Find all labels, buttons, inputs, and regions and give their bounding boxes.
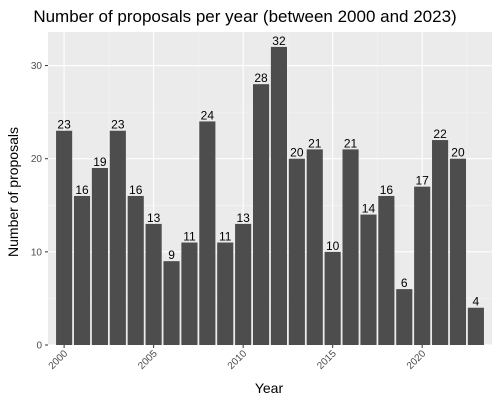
- x-tick-label: 2015: [315, 348, 339, 372]
- bar: [378, 195, 395, 345]
- x-axis-title: Year: [255, 380, 284, 396]
- chart-title: Number of proposals per year (between 20…: [33, 7, 456, 26]
- bar: [127, 195, 144, 345]
- bar: [360, 214, 377, 345]
- bars: [56, 46, 484, 346]
- bar: [199, 121, 216, 345]
- y-tick-label: 0: [36, 341, 42, 352]
- y-axis-title: Number of proposals: [5, 127, 21, 257]
- x-tick-label: 2020: [405, 348, 429, 372]
- bar: [235, 223, 252, 345]
- data-label: 6: [401, 276, 408, 290]
- bar: [181, 242, 198, 345]
- data-label: 32: [272, 34, 286, 48]
- data-label: 13: [147, 211, 161, 225]
- data-label: 16: [380, 183, 394, 197]
- x-tick-label: 2010: [226, 348, 250, 372]
- x-axis: 2000 2005 2010 2015 2020: [47, 345, 429, 372]
- data-label: 16: [129, 183, 143, 197]
- bar: [109, 130, 126, 345]
- bar: [324, 251, 341, 345]
- bar: [414, 186, 431, 345]
- data-label: 4: [473, 295, 480, 309]
- x-tick-label: 2005: [136, 348, 160, 372]
- bar: [56, 130, 73, 345]
- data-label: 9: [168, 248, 175, 262]
- data-label: 20: [290, 146, 304, 160]
- bar: [252, 84, 270, 346]
- bar: [342, 149, 359, 345]
- data-label: 23: [111, 118, 125, 132]
- x-tick-label: 2000: [47, 348, 71, 372]
- bar: [449, 158, 467, 345]
- data-label: 20: [451, 146, 465, 160]
- data-label: 14: [362, 202, 376, 216]
- bar: [91, 168, 108, 345]
- data-label: 23: [57, 118, 71, 132]
- y-tick-label: 20: [31, 154, 43, 165]
- bar: [396, 289, 413, 345]
- bar: [288, 158, 305, 345]
- bar: [163, 261, 180, 345]
- data-label: 24: [201, 108, 215, 122]
- data-label: 22: [433, 127, 447, 141]
- y-tick-label: 10: [31, 247, 43, 258]
- data-label: 28: [254, 71, 268, 85]
- data-label: 19: [93, 155, 107, 169]
- bar: [432, 140, 449, 345]
- data-label: 13: [236, 211, 250, 225]
- bar: [270, 46, 288, 346]
- data-label: 21: [308, 136, 322, 150]
- y-axis: 0 10 20 30: [31, 61, 48, 352]
- data-labels: 23 16 19 23 16 13 9 11 24 11 13 28 32 20 21 10 21 14 16 6 17…: [57, 34, 479, 309]
- data-label: 11: [219, 230, 232, 244]
- bar: [217, 242, 234, 345]
- bar: [306, 149, 323, 345]
- data-label: 11: [183, 230, 196, 244]
- data-label: 16: [75, 183, 89, 197]
- bar: [145, 223, 162, 345]
- bar: [73, 195, 91, 345]
- y-tick-label: 30: [31, 61, 43, 72]
- data-label: 21: [344, 136, 358, 150]
- data-label: 10: [326, 239, 340, 253]
- bar: [467, 307, 484, 345]
- data-label: 17: [415, 174, 429, 188]
